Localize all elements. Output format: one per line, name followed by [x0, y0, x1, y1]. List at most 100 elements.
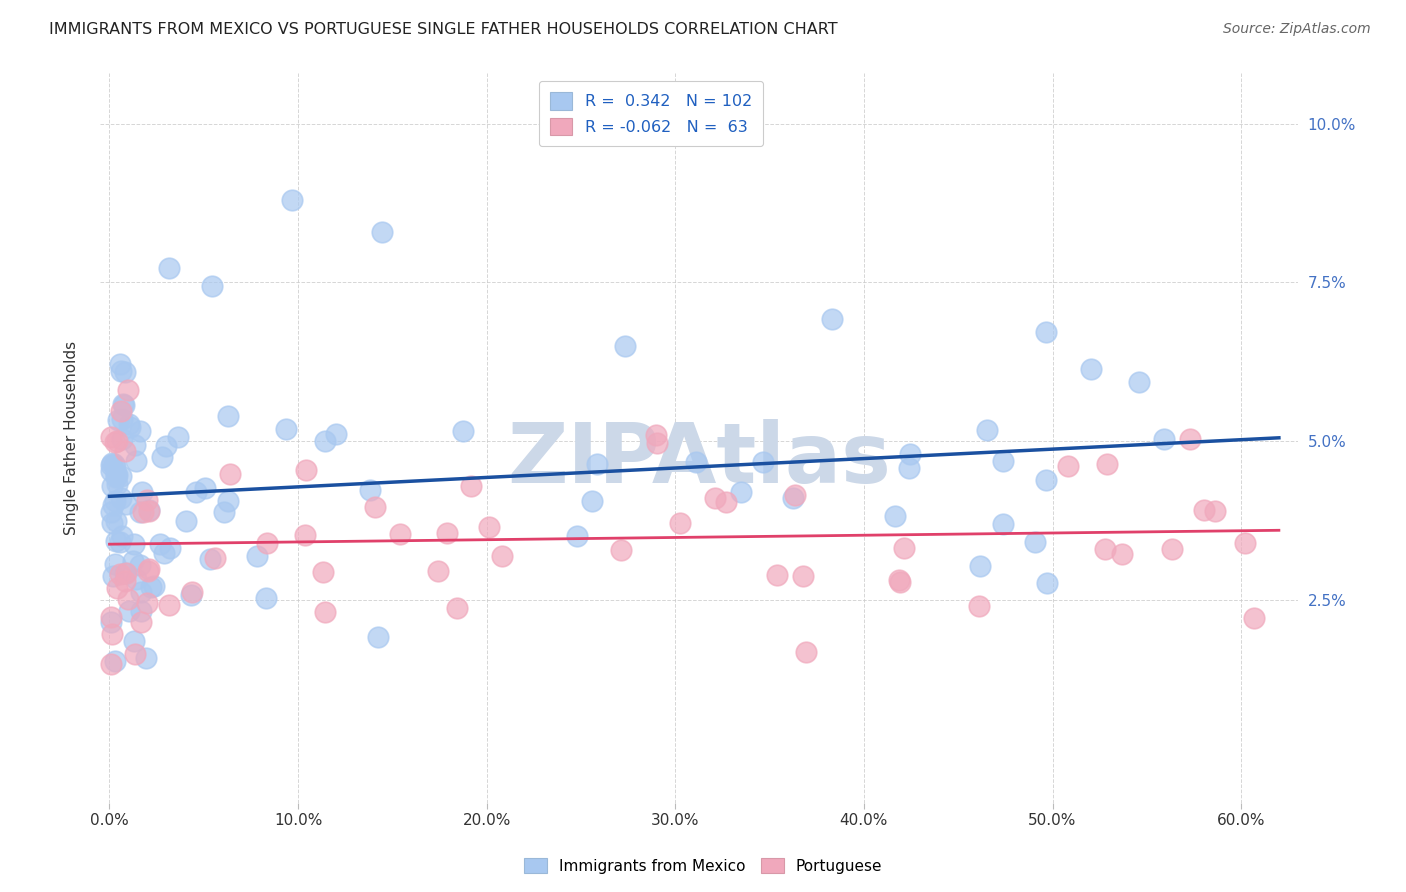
Point [969, 558, 991, 573]
Point [114, 365, 136, 379]
Point [135, 596, 157, 610]
Point [121, 554, 143, 568]
Point [100, 458, 122, 472]
Point [105, 477, 128, 491]
Point [586, 457, 609, 471]
Point [644, 427, 666, 442]
Point [1035, 474, 1057, 488]
Point [426, 565, 449, 579]
Point [100, 505, 122, 519]
Point [110, 404, 132, 418]
Point [174, 514, 197, 528]
Point [704, 491, 727, 506]
Point [1192, 503, 1215, 517]
Point [132, 505, 155, 519]
Point [104, 557, 127, 571]
Point [889, 575, 911, 590]
Point [281, 193, 304, 207]
Point [105, 533, 128, 548]
Point [155, 439, 177, 453]
Point [821, 311, 844, 326]
Point [898, 446, 921, 460]
Point [887, 573, 910, 587]
Point [125, 572, 148, 586]
Point [124, 438, 146, 452]
Point [993, 454, 1015, 468]
Point [491, 549, 513, 563]
Point [893, 541, 915, 555]
Point [115, 566, 138, 581]
Point [314, 605, 336, 619]
Point [388, 527, 411, 541]
Point [1243, 611, 1265, 625]
Point [1094, 542, 1116, 557]
Y-axis label: Single Father Households: Single Father Households [65, 341, 79, 535]
Point [565, 528, 588, 542]
Text: ZIPAtlas: ZIPAtlas [508, 419, 891, 500]
Point [976, 423, 998, 437]
Point [1153, 432, 1175, 446]
Point [647, 435, 669, 450]
Point [138, 562, 160, 576]
Point [101, 516, 124, 531]
Point [100, 430, 122, 444]
Point [101, 498, 124, 512]
Point [1057, 458, 1080, 473]
Legend: R =  0.342   N = 102, R = -0.062   N =  63: R = 0.342 N = 102, R = -0.062 N = 63 [538, 81, 763, 146]
Point [184, 484, 207, 499]
Point [103, 457, 125, 471]
Point [118, 417, 141, 431]
Point [100, 615, 122, 629]
Point [295, 463, 318, 477]
Point [967, 599, 990, 613]
Point [107, 412, 129, 426]
Point [124, 634, 146, 648]
Point [104, 435, 127, 450]
Point [101, 569, 124, 583]
Point [110, 364, 132, 378]
Point [610, 543, 633, 558]
Point [129, 505, 152, 519]
Point [294, 527, 316, 541]
Point [181, 585, 204, 599]
Point [159, 541, 181, 555]
Point [254, 591, 277, 606]
Point [1024, 534, 1046, 549]
Point [204, 551, 226, 566]
Point [129, 604, 152, 618]
Point [685, 455, 707, 469]
Point [436, 526, 458, 541]
Point [157, 261, 180, 276]
Point [1160, 541, 1182, 556]
Point [100, 463, 122, 477]
Point [478, 519, 501, 533]
Point [246, 549, 269, 563]
Point [1080, 362, 1102, 376]
Point [276, 422, 298, 436]
Point [766, 568, 789, 582]
Point [714, 495, 737, 509]
Point [110, 534, 132, 549]
Point [111, 412, 134, 426]
Point [217, 409, 239, 423]
Point [135, 650, 157, 665]
Point [114, 444, 136, 458]
Point [111, 529, 134, 543]
Point [114, 399, 136, 413]
Point [730, 485, 752, 500]
Point [100, 456, 122, 470]
Point [325, 426, 347, 441]
Point [104, 654, 127, 668]
Point [100, 627, 122, 641]
Point [118, 604, 141, 618]
Point [136, 493, 159, 508]
Point [364, 500, 387, 514]
Point [153, 546, 176, 560]
Point [581, 493, 603, 508]
Point [105, 581, 128, 595]
Point [150, 450, 173, 465]
Point [367, 631, 389, 645]
Point [451, 424, 474, 438]
Point [108, 566, 131, 581]
Point [884, 509, 907, 524]
